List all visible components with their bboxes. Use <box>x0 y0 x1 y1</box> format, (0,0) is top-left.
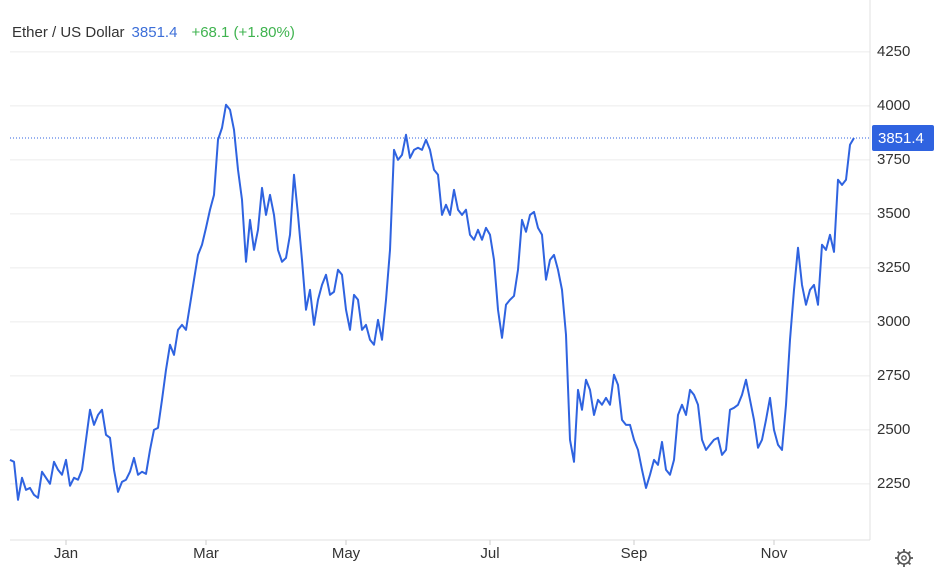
y-tick-label: 3500 <box>877 205 910 222</box>
y-tick-label: 3750 <box>877 151 910 168</box>
x-tick-label: Jan <box>54 545 78 562</box>
y-tick-label: 3250 <box>877 259 910 276</box>
y-tick-label: 2250 <box>877 475 910 492</box>
gear-hub[interactable] <box>901 555 907 561</box>
y-tick-label: 4000 <box>877 97 910 114</box>
x-tick-label: Sep <box>621 545 648 562</box>
price-line <box>9 103 855 501</box>
price-change: +68.1 (+1.80%) <box>191 24 294 41</box>
y-tick-label: 3000 <box>877 313 910 330</box>
x-tick-label: Nov <box>761 545 788 562</box>
last-price-tag <box>872 124 934 151</box>
x-tick-label: Jul <box>480 545 499 562</box>
last-price: 3851.4 <box>132 24 178 41</box>
y-tick-label: 2750 <box>877 367 910 384</box>
y-tick-label: 2500 <box>877 421 910 438</box>
x-tick-label: May <box>332 545 361 562</box>
chart-title: Ether / US Dollar <box>12 24 125 41</box>
y-tick-label: 4250 <box>877 43 910 60</box>
grid <box>10 51 870 485</box>
settings-icon[interactable] <box>895 549 913 567</box>
x-tick-label: Mar <box>193 545 219 562</box>
last-price-label: 3851.4 <box>878 130 924 147</box>
gear-teeth[interactable] <box>895 549 913 567</box>
